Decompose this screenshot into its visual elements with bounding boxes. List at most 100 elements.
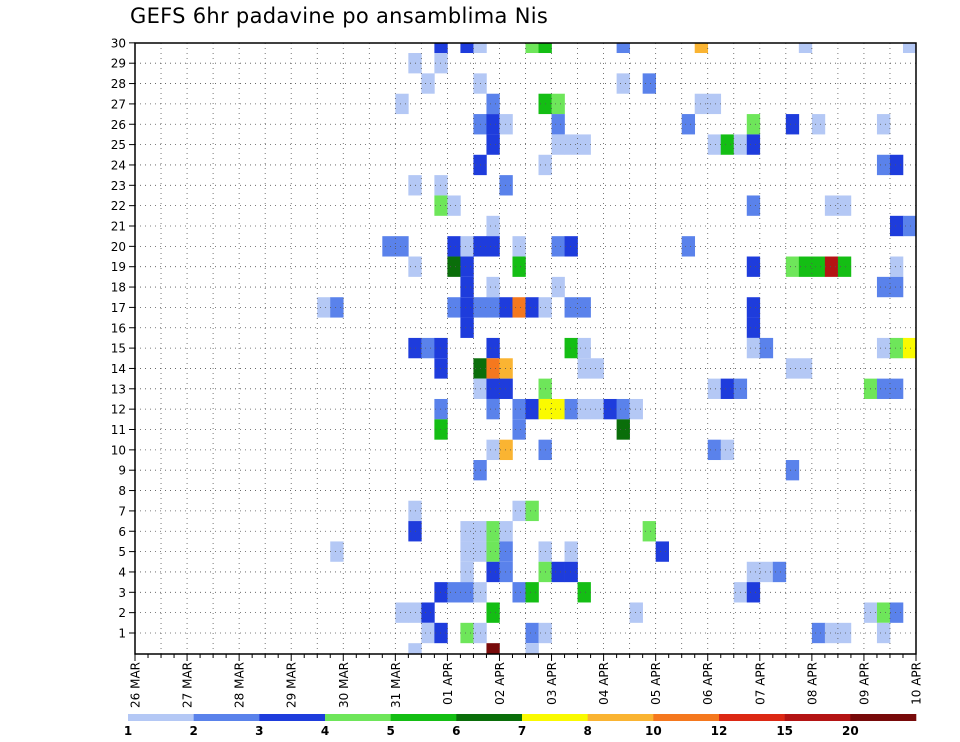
heat-cell — [525, 297, 539, 318]
legend-swatch — [784, 714, 851, 721]
heat-cell — [876, 602, 891, 623]
legend-label: 1 — [124, 724, 132, 738]
legend-label: 6 — [452, 724, 460, 738]
legend-swatch — [456, 714, 523, 721]
heat-cell — [889, 256, 904, 277]
legend-label: 15 — [776, 724, 793, 738]
heat-cell — [447, 256, 461, 277]
y-tick-label: 21 — [111, 220, 126, 234]
heat-cell — [616, 73, 630, 94]
y-tick-label: 14 — [111, 362, 126, 376]
heat-cell — [421, 73, 435, 94]
y-tick-label: 15 — [111, 342, 126, 356]
heat-cell — [642, 73, 656, 94]
heat-cell — [499, 378, 513, 399]
heat-cell — [564, 541, 578, 562]
heat-cell — [577, 398, 591, 420]
y-tick-label: 22 — [111, 199, 126, 213]
heat-cell — [460, 317, 474, 338]
heat-cell — [811, 622, 826, 644]
heat-cell — [759, 337, 774, 359]
heat-cell — [473, 43, 487, 54]
y-tick-label: 13 — [111, 382, 126, 396]
x-tick-label: 05 APR — [649, 662, 663, 705]
heat-cell — [590, 398, 604, 420]
heat-cell — [486, 398, 500, 420]
heat-cell — [876, 622, 891, 644]
heat-cell — [499, 541, 513, 562]
heat-cell — [512, 419, 526, 440]
x-tick-label: 29 MAR — [285, 662, 299, 708]
heat-cell — [486, 602, 500, 623]
heat-cell — [434, 43, 448, 54]
heat-cell — [512, 236, 526, 257]
y-tick-label: 27 — [111, 97, 126, 111]
heat-cell — [811, 256, 826, 277]
legend-label: 20 — [842, 724, 859, 738]
heat-cell — [785, 358, 800, 379]
y-tick-label: 6 — [118, 525, 126, 539]
heat-cell — [395, 93, 409, 115]
heat-cell — [486, 93, 500, 115]
heat-cell — [330, 297, 344, 318]
heat-cell — [538, 43, 552, 54]
heat-cell — [655, 541, 669, 562]
legend-swatch — [653, 714, 720, 721]
heat-cell — [824, 195, 839, 216]
heat-cell — [720, 439, 735, 461]
heat-cell — [785, 460, 800, 481]
heat-cell — [642, 521, 656, 542]
heat-cell — [759, 561, 774, 583]
heat-cell — [382, 236, 396, 257]
heat-cell — [486, 297, 500, 318]
x-tick-label: 28 MAR — [233, 662, 247, 708]
y-tick-label: 30 — [111, 36, 126, 50]
legend-swatch — [390, 714, 457, 721]
heat-cell — [564, 134, 578, 155]
legend-label: 12 — [711, 724, 728, 738]
heat-cell — [694, 93, 709, 115]
heat-cell — [460, 561, 474, 583]
heat-cell — [434, 53, 448, 74]
heat-cell — [746, 134, 761, 155]
heat-cell — [460, 256, 474, 277]
heat-cell — [512, 297, 526, 318]
heat-cell — [525, 500, 539, 522]
heat-cell — [902, 215, 917, 237]
heat-cell — [876, 154, 891, 176]
heat-cell — [889, 276, 904, 298]
heat-cell — [811, 114, 826, 135]
heat-cell — [434, 582, 448, 603]
heat-cell — [486, 114, 500, 135]
heat-cell — [499, 439, 513, 461]
heat-cell — [889, 154, 904, 176]
heat-cell — [564, 297, 578, 318]
heat-cell — [616, 43, 630, 54]
heat-cell — [486, 134, 500, 155]
heat-cell — [824, 256, 839, 277]
heat-cell — [577, 337, 591, 359]
y-tick-label: 18 — [111, 281, 126, 295]
heat-cell — [876, 378, 891, 399]
heat-cell — [785, 256, 800, 277]
heat-cell — [551, 561, 565, 583]
heat-cell — [486, 541, 500, 562]
heat-cell — [499, 175, 513, 196]
heat-cell — [707, 93, 722, 115]
heat-cell — [486, 358, 500, 379]
heat-cell — [564, 337, 578, 359]
heat-cell — [525, 582, 539, 603]
heat-cell — [486, 561, 500, 583]
y-tick-label: 29 — [111, 57, 126, 71]
heat-cell — [889, 378, 904, 399]
y-tick-label: 8 — [118, 484, 126, 498]
y-tick-label: 20 — [111, 240, 126, 254]
heat-cell — [486, 276, 500, 298]
heat-cell — [434, 398, 448, 420]
heatmap-cells — [317, 43, 917, 654]
heat-cell — [421, 337, 435, 359]
legend-swatch — [850, 714, 917, 721]
legend-swatch — [128, 714, 194, 721]
heat-cell — [837, 195, 852, 216]
